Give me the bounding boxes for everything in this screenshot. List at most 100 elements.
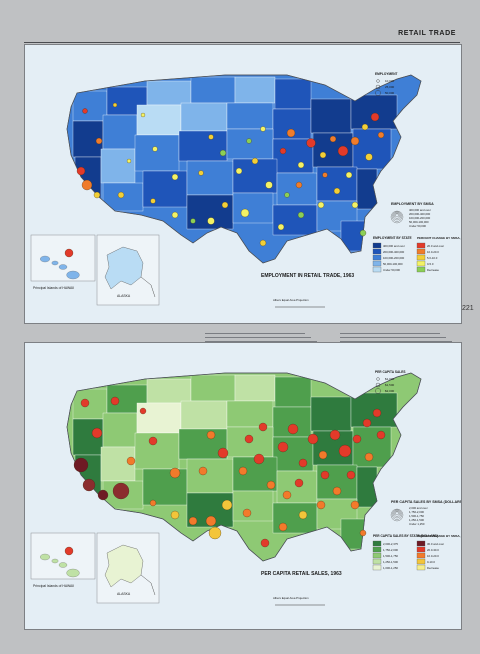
hawaii-island — [58, 264, 68, 270]
smsa-circle — [110, 396, 120, 406]
hawaii-island — [40, 255, 50, 263]
smsa-circle — [80, 398, 90, 408]
smsa-circle — [376, 430, 386, 440]
note-line — [205, 337, 311, 338]
smsa-legend-heading: EMPLOYMENT BY SMSA — [391, 202, 434, 206]
smsa-circle — [317, 201, 325, 209]
hawaii-island — [40, 553, 50, 561]
smsa-circle — [112, 482, 130, 500]
smsa-circle — [266, 480, 276, 490]
state-region — [350, 94, 398, 130]
smsa-circle — [260, 126, 266, 132]
hawaii-island — [58, 562, 68, 568]
size-legend-label: $1,500 — [385, 383, 395, 387]
smsa-circle — [64, 248, 74, 258]
smsa-circle — [370, 112, 380, 122]
smsa-circle — [294, 478, 304, 488]
note-line — [340, 333, 440, 334]
state-legend-heading: EMPLOYMENT BY STATE — [373, 236, 412, 240]
state-region — [146, 80, 192, 106]
state-region — [276, 470, 318, 504]
smsa-circle — [284, 192, 290, 198]
change-legend-swatch — [416, 254, 426, 261]
smsa-circle — [364, 452, 374, 462]
smsa-circle — [140, 112, 146, 118]
size-legend-circle — [375, 388, 381, 394]
change-legend-label: 10.0-20.0 — [427, 250, 439, 254]
change-legend-label: 0-5.0 — [427, 262, 434, 266]
alaska-shape — [104, 544, 144, 588]
smsa-circle — [64, 546, 74, 556]
smsa-circle — [95, 137, 103, 145]
smsa-circle — [171, 173, 179, 181]
smsa-circle — [265, 181, 273, 189]
smsa-legend-label: 50,000-100,000 — [409, 220, 429, 224]
change-legend-swatch — [416, 552, 426, 559]
change-legend-swatch — [416, 564, 426, 571]
smsa-circle — [205, 515, 217, 527]
smsa-circle — [235, 167, 243, 175]
smsa-legend-label: 100,000-200,000 — [409, 216, 431, 220]
state-legend-label: 1,250-1,500 — [383, 560, 398, 564]
state-region — [232, 192, 274, 224]
state-region — [274, 376, 312, 408]
change-legend-label: 20.0-30.0 — [427, 548, 439, 552]
state-region — [72, 388, 108, 420]
state-legend-swatch — [372, 540, 382, 547]
smsa-circle — [372, 408, 382, 418]
smsa-circle — [208, 134, 214, 140]
smsa-circle — [298, 458, 308, 468]
smsa-symbols — [76, 102, 385, 247]
state-region — [72, 90, 108, 122]
smsa-circle — [377, 131, 385, 139]
alaska-inset-label: ALASKA — [117, 294, 131, 298]
state-legend-label: 200,000-400,000 — [383, 250, 405, 254]
state-region — [234, 76, 276, 104]
state-region — [142, 170, 188, 208]
hawaii-island — [66, 270, 80, 280]
smsa-circle — [240, 208, 250, 218]
smsa-circle — [91, 427, 103, 439]
smsa-circle — [81, 179, 93, 191]
state-legend-label: 1,000-1,250 — [383, 566, 398, 570]
hawaii-inset-label: Principal Islands of HAWAII — [33, 584, 74, 588]
smsa-circle — [152, 146, 158, 152]
state-legend-swatch — [372, 552, 382, 559]
state-region — [134, 432, 180, 470]
smsa-circle — [244, 434, 254, 444]
hawaii-inset-label: Principal Islands of HAWAII — [33, 286, 74, 290]
size-legend-circle — [375, 90, 381, 96]
smsa-circle — [251, 157, 259, 165]
smsa-legend-label: 1,250-1,500 — [409, 518, 424, 522]
state-region — [190, 374, 236, 402]
state-legend-swatch — [372, 254, 382, 261]
state-region — [142, 468, 188, 506]
state-region — [352, 128, 392, 170]
smsa-legend-label: 200,000-400,000 — [409, 212, 431, 216]
smsa-circle — [320, 470, 330, 480]
state-region — [310, 98, 352, 134]
state-region — [134, 134, 180, 172]
change-legend-label: 20.0 and over — [427, 244, 444, 248]
conus-map — [66, 372, 422, 562]
alaska-shape — [104, 246, 144, 290]
smsa-circle — [76, 166, 86, 176]
smsa-circle — [365, 153, 373, 161]
size-legend-circle — [376, 79, 380, 83]
smsa-circle — [207, 217, 215, 225]
state-region — [272, 138, 314, 174]
smsa-circle — [337, 145, 349, 157]
state-region — [102, 412, 138, 448]
sales-map: Principal Islands of HAWAII ALASKA PER CAP… — [30, 370, 461, 606]
size-legend-circle — [375, 84, 381, 90]
state-legend-label: 50,000-100,000 — [383, 262, 403, 266]
employment-map: Principal Islands of HAWAII ALASKA EMPLOYM… — [30, 72, 461, 308]
smsa-circle — [221, 499, 233, 511]
smsa-circle — [73, 457, 89, 473]
alaska-inset-label: ALASKA — [117, 592, 131, 596]
state-region — [226, 102, 274, 130]
smsa-circle — [93, 191, 101, 199]
smsa-circle — [298, 510, 308, 520]
smsa-circle — [206, 430, 216, 440]
